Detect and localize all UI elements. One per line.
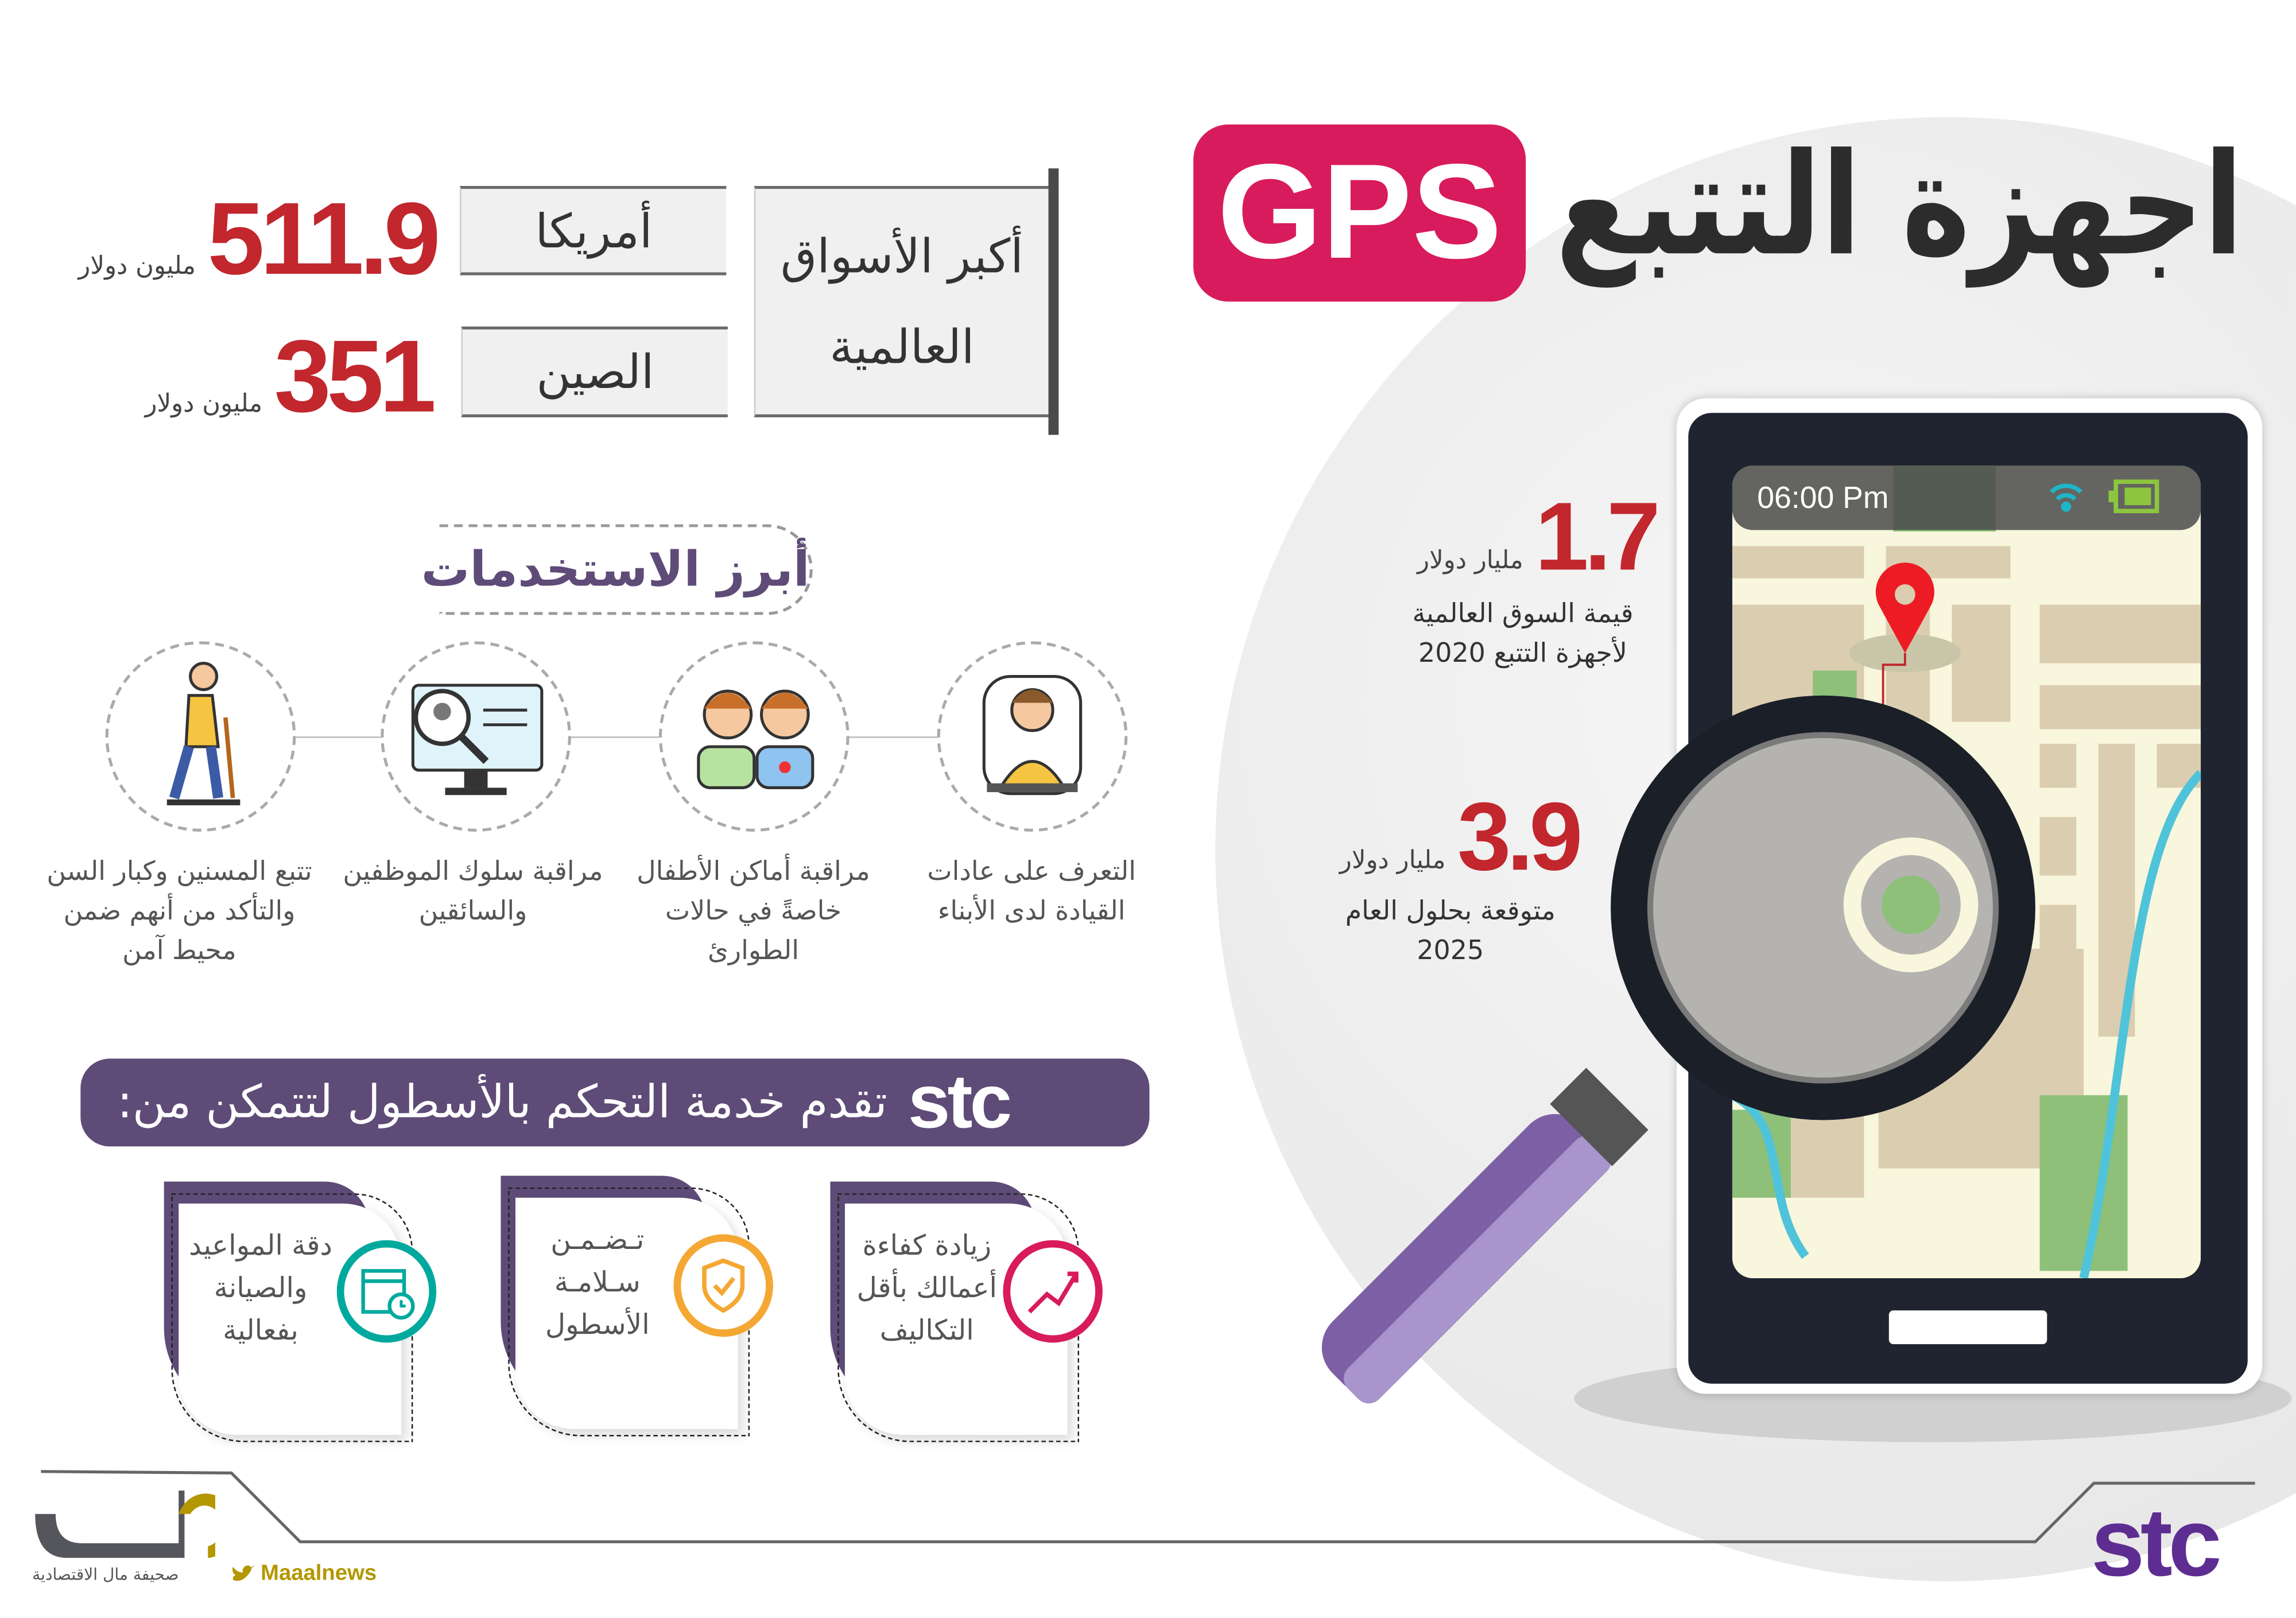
wifi-icon [2050, 483, 2082, 512]
mal-logo [35, 1490, 215, 1558]
home-button [1888, 1310, 2047, 1344]
stat-value-row: مليار دولار 1.7 [1417, 482, 1661, 591]
brand-name: صحيفة مال الاقتصادية [32, 1565, 179, 1585]
markets-heading: أكبر الأسواق العالمية [754, 185, 1049, 418]
use-caption: تتبع المسنين وكبار السن والتأكد من أنهم … [46, 856, 312, 967]
page-title: اجهزة التتبع [1554, 123, 2243, 287]
stat-value: 3.9 [1457, 782, 1583, 891]
stc-banner: stc تقدم خدمة التحكم بالأسطول لتتمكن من: [80, 1058, 1150, 1147]
battery-icon [2108, 479, 2159, 514]
market-value: 511.9 [207, 181, 440, 296]
market-value-row: مليون دولار 351 [145, 319, 437, 434]
use-caption: مراقبة أماكن الأطفال خاصةً في حالات الطو… [637, 856, 870, 967]
banner-text: تقدم خدمة التحكم بالأسطول لتتمكن من: [117, 1076, 887, 1129]
market-unit: مليون دولار [145, 389, 263, 419]
stat-unit: مليار دولار [1339, 846, 1446, 876]
use-caption: مراقبة سلوك الموظفين والسائقين [343, 856, 603, 927]
monitor-search-icon [381, 641, 571, 832]
location-pin-icon [1875, 562, 1934, 653]
magnifier-icon [1321, 695, 2035, 1404]
stat-desc: متوقعة بحلول العام 2025 [1345, 896, 1556, 967]
twitter-handle[interactable]: Maaalnews [231, 1561, 377, 1586]
stat-desc: قيمة السوق العالمية لأجهزة التتبع 2020 [1412, 599, 1634, 669]
gps-badge: GPS [1193, 124, 1526, 302]
stat-value: 1.7 [1535, 482, 1661, 591]
stat-unit: مليار دولار [1417, 546, 1523, 576]
market-unit: مليون دولار [78, 251, 196, 281]
stat-value-row: مليار دولار 3.9 [1339, 782, 1583, 891]
market-country: الصين [461, 326, 728, 418]
shield-hands-icon [673, 1234, 773, 1337]
stc-footer-logo: stc [2091, 1487, 2222, 1596]
footer-lines [41, 1470, 2255, 1543]
elderly-icon [105, 641, 296, 832]
benefit-card: زيادة كفاءة أعمالك بأقل التكاليف [830, 1181, 1103, 1442]
driver-icon [937, 641, 1128, 832]
market-country: أمريكا [460, 185, 727, 276]
twitter-icon [232, 1564, 255, 1580]
children-icon [658, 641, 850, 832]
calendar-clock-icon [336, 1240, 437, 1343]
growth-runner-icon [1003, 1240, 1103, 1343]
stc-logo: stc [907, 1060, 1013, 1145]
divider [1048, 168, 1059, 435]
market-value-row: مليون دولار 511.9 [78, 181, 440, 296]
market-value: 351 [274, 319, 437, 434]
connector-line [205, 736, 1033, 738]
status-time: 06:00 Pm [1757, 482, 1889, 515]
uses-heading: أبرز الاستخدمات [421, 524, 813, 615]
benefit-card: دقة المواعيد والصيانة بفعالية [164, 1181, 437, 1442]
benefit-card: تـضـمـن سـلامـة الأسطول [501, 1175, 773, 1437]
use-caption: التعرف على عادات القيادة لدى الأبناء [927, 856, 1136, 927]
